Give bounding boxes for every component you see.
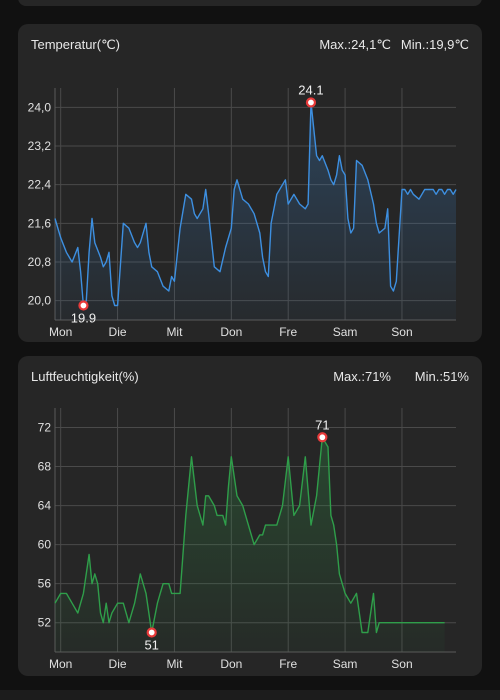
humidity-chart: 72 68 64 60 56 52 Mon Die Mit Don Fre Sam Son 71 51: [38, 408, 456, 671]
humidity-card: Luftfeuchtigkeit(%) Max.:71% Min.:51% 72…: [18, 356, 482, 676]
hum-y-tick-label: 56: [38, 577, 52, 591]
temp-x-tick-label: Fre: [279, 325, 297, 339]
hum-extreme-label: 51: [144, 637, 158, 652]
hum-extreme-marker: [317, 432, 328, 443]
temp-y-tick-label: 23,2: [28, 139, 52, 153]
humidity-min: Min.:51%: [414, 369, 469, 384]
temp-x-tick-label: Mon: [49, 325, 72, 339]
hum-extreme-label: 71: [315, 417, 329, 432]
temperature-title: Temperatur(℃): [31, 37, 121, 52]
temp-y-tick-label: 20,8: [28, 255, 52, 269]
temp-extreme-marker: [305, 97, 317, 108]
hum-x-tick-label: Fre: [279, 657, 297, 671]
temp-y-tick-label: 24,0: [28, 100, 52, 114]
temp-y-tick-label: 22,4: [28, 178, 52, 192]
hum-extreme-marker: [146, 627, 157, 638]
hum-y-tick-label: 72: [38, 421, 52, 435]
temperature-chart: 24,0 23,2 22,4 21,6 20,8 20,0 Mon Die Mit Don Fre S…: [28, 83, 457, 339]
temp-x-tick-label: Mit: [166, 325, 183, 339]
hum-x-tick-label: Die: [109, 657, 127, 671]
hum-y-tick-label: 60: [38, 538, 52, 552]
hum-x-tick-label: Don: [220, 657, 242, 671]
humidity-max: Max.:71%: [333, 369, 391, 384]
temperature-max: Max.:24,1℃: [319, 37, 391, 52]
hum-y-tick-label: 52: [38, 616, 52, 630]
temperature-min: Min.:19,9℃: [400, 37, 469, 52]
hum-x-tick-label: Sam: [333, 657, 358, 671]
hum-x-tick-label: Mit: [166, 657, 183, 671]
hum-series-line: [54, 436, 445, 634]
temp-x-tick-label: Don: [220, 325, 242, 339]
temp-series-area: [55, 102, 456, 320]
humidity-title: Luftfeuchtigkeit(%): [31, 369, 139, 384]
temp-series-line: [54, 101, 457, 307]
temp-extreme-marker: [78, 300, 89, 311]
previous-card: [18, 0, 482, 6]
hum-y-tick-label: 68: [38, 460, 52, 474]
temperature-card: Temperatur(℃) Max.:24,1℃ Min.:19,9℃ 24,0…: [18, 24, 482, 342]
humidity-header: Luftfeuchtigkeit(%) Max.:71% Min.:51%: [31, 369, 469, 387]
bottom-bar: [0, 690, 500, 700]
temp-x-tick-label: Son: [391, 325, 412, 339]
temp-y-tick-label: 21,6: [28, 216, 52, 230]
temp-x-tick-label: Sam: [333, 325, 358, 339]
temp-extreme-label: 19.9: [71, 311, 96, 326]
hum-x-tick-label: Mon: [49, 657, 72, 671]
temperature-header: Temperatur(℃) Max.:24,1℃ Min.:19,9℃: [31, 37, 469, 55]
hum-x-tick-label: Son: [391, 657, 412, 671]
hum-y-tick-label: 64: [38, 499, 52, 513]
temp-x-tick-label: Die: [109, 325, 127, 339]
temp-y-tick-label: 20,0: [28, 294, 52, 308]
temp-extreme-label: 24.1: [298, 83, 323, 98]
